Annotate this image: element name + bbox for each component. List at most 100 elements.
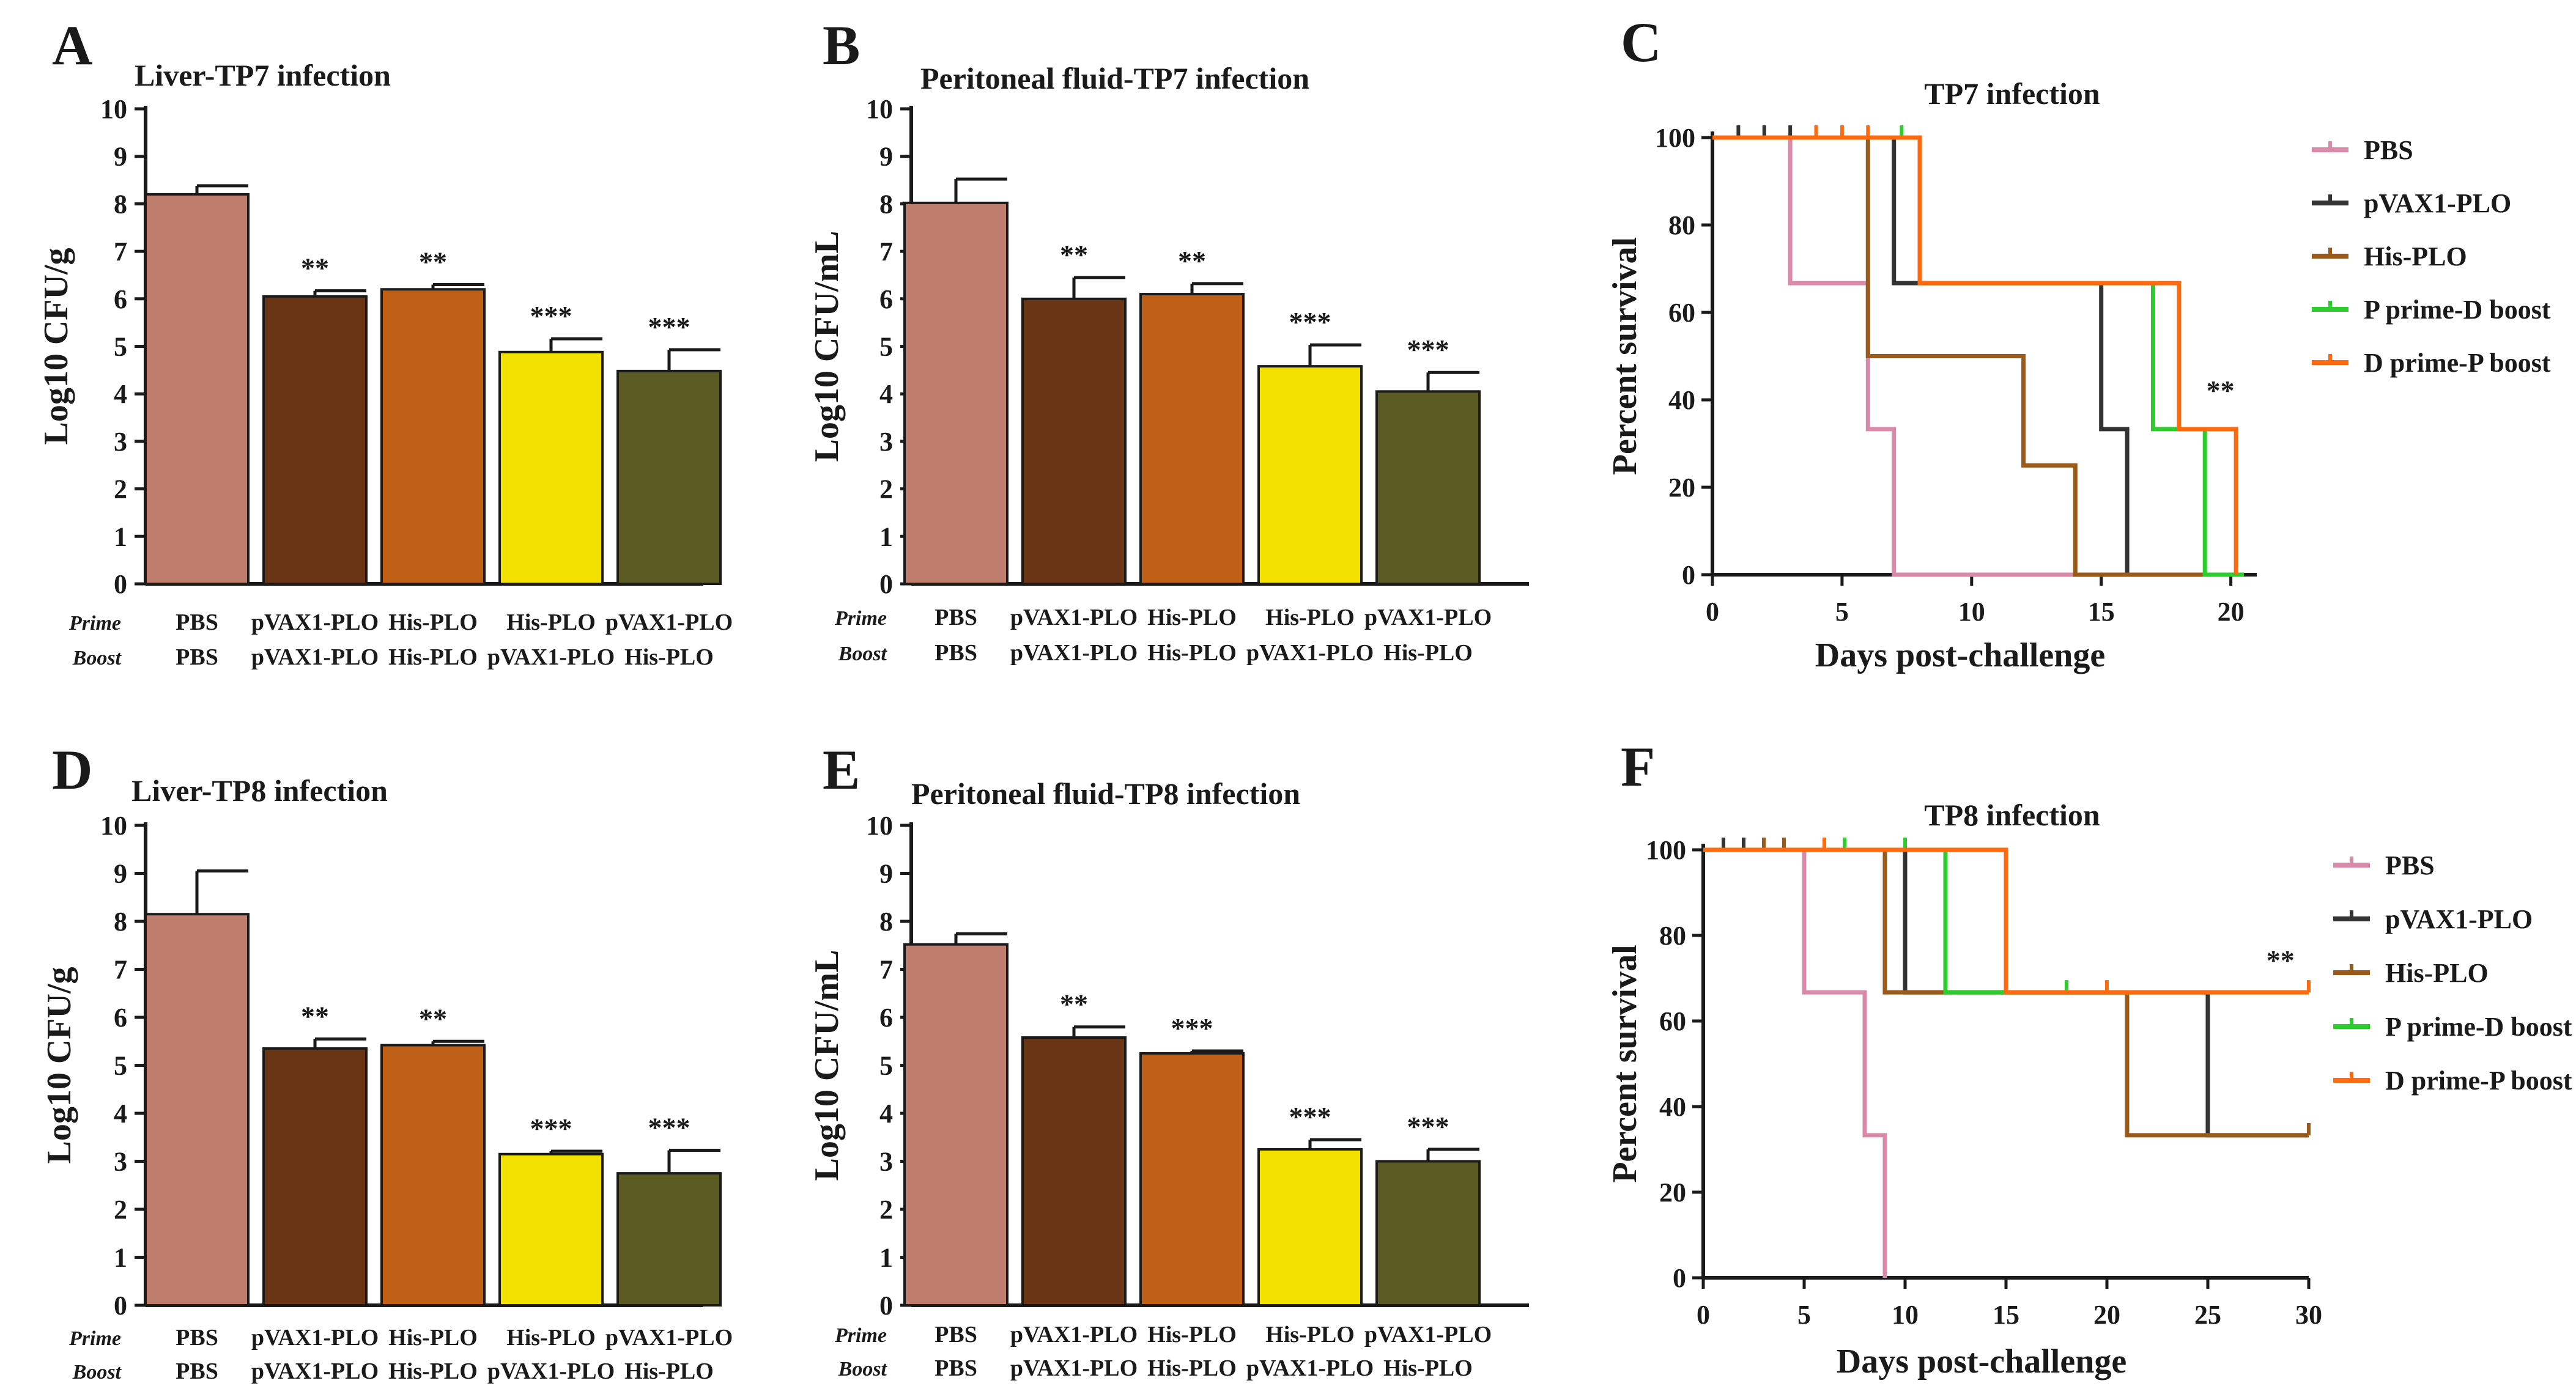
y-tick-label-c-100: 100 (1655, 123, 1695, 153)
significance-d-4: *** (530, 1113, 572, 1144)
bar-b-2 (1021, 297, 1127, 585)
bar-a-1 (144, 193, 250, 585)
x-label-boost-b-2: pVAX1-PLO (1010, 640, 1138, 666)
x-label-boost-d-3: His-PLO (388, 1358, 478, 1384)
chart-title-b: Peritoneal fluid-TP7 infection (920, 61, 1309, 95)
bar-e-5 (1375, 1160, 1481, 1307)
bar-d-3 (380, 1044, 486, 1307)
chart-title-c: TP7 infection (1924, 76, 2100, 111)
y-tick-label-b-8: 8 (879, 189, 893, 219)
y-axis-label-c: Percent survival (1606, 237, 1644, 475)
bar-e-3 (1139, 1052, 1245, 1307)
x-label-prime-a-5: pVAX1-PLO (605, 610, 733, 635)
x-label-prime-b-3: His-PLO (1147, 605, 1237, 630)
x-tick-label-c-20: 20 (2218, 597, 2245, 627)
chart-title-a: Liver-TP7 infection (135, 58, 391, 92)
y-axis-label-b: Log10 CFU/mL (808, 231, 846, 462)
y-tick-label-d-9: 9 (114, 859, 127, 889)
y-tick-label-b-9: 9 (879, 142, 893, 172)
x-label-boost-a-2: pVAX1-PLO (251, 644, 379, 670)
row-label-boost-a: Boost (72, 647, 122, 669)
y-tick-label-b-5: 5 (879, 332, 893, 362)
y-tick-label-a-0: 0 (114, 569, 127, 599)
bar-b-5 (1375, 390, 1481, 585)
x-tick-label-c-5: 5 (1835, 597, 1849, 627)
x-tick-label-f-0: 0 (1697, 1300, 1710, 1330)
significance-e-4: *** (1289, 1101, 1331, 1132)
panel-d-liver-tp8: D Liver-TP8 infection Log10 CFU/g 0 1 2 3 4 5 6 7 8… (40, 739, 733, 1384)
x-label-boost-d-1: PBS (176, 1358, 218, 1384)
panel-letter-f: F (1621, 735, 1655, 798)
significance-a-2: ** (301, 252, 329, 284)
x-label-boost-a-3: His-PLO (388, 644, 478, 670)
x-label-prime-a-2: pVAX1-PLO (251, 610, 379, 635)
panel-f-survival-tp8: F TP8 infection Percent survival Days post-… (1606, 735, 2572, 1380)
x-label-boost-b-5: His-PLO (1383, 640, 1473, 666)
bar-e-1 (903, 943, 1009, 1307)
chart-title-e: Peritoneal fluid-TP8 infection (911, 776, 1300, 811)
x-tick-label-f-10: 10 (1892, 1300, 1919, 1330)
significance-b-3: ** (1178, 245, 1206, 276)
x-label-boost-e-2: pVAX1-PLO (1010, 1355, 1138, 1381)
y-tick-label-b-1: 1 (879, 522, 893, 551)
row-label-boost-e: Boost (838, 1358, 888, 1380)
y-tick-label-e-3: 3 (879, 1147, 893, 1177)
bar-a-4 (498, 350, 604, 585)
y-tick-label-d-10: 10 (100, 811, 127, 841)
y-tick-label-f-60: 60 (1659, 1006, 1686, 1036)
bar-a-2 (262, 295, 368, 585)
legend-label-f-pbs: PBS (2385, 850, 2435, 880)
x-tick-label-c-10: 10 (1958, 597, 1985, 627)
legend-label-f-p-prime-d-boost: P prime-D boost (2385, 1012, 2572, 1042)
significance-f: ** (2267, 945, 2295, 976)
row-label-prime-e: Prime (834, 1324, 887, 1347)
y-tick-label-a-7: 7 (114, 237, 127, 267)
bar-b-1 (903, 201, 1009, 585)
panel-letter-a: A (52, 14, 92, 76)
y-tick-label-e-2: 2 (879, 1195, 893, 1225)
y-tick-label-e-8: 8 (879, 907, 893, 937)
chart-title-d: Liver-TP8 infection (131, 773, 388, 808)
y-tick-label-f-0: 0 (1673, 1263, 1686, 1293)
y-tick-label-e-7: 7 (879, 955, 893, 985)
significance-b-4: *** (1289, 306, 1331, 337)
y-tick-label-d-5: 5 (114, 1051, 127, 1081)
y-tick-label-e-6: 6 (879, 1003, 893, 1033)
x-tick-label-c-15: 15 (2088, 597, 2115, 627)
row-label-boost-d: Boost (72, 1361, 122, 1384)
significance-d-3: ** (419, 1003, 447, 1034)
x-label-prime-d-5: pVAX1-PLO (605, 1325, 733, 1351)
y-tick-label-f-80: 80 (1659, 921, 1686, 951)
row-label-boost-b: Boost (838, 643, 888, 665)
x-label-prime-e-5: pVAX1-PLO (1364, 1322, 1492, 1347)
legend-label-c-d-prime-p-boost: D prime-P boost (2364, 348, 2551, 378)
x-label-boost-e-5: His-PLO (1383, 1355, 1473, 1381)
y-tick-label-f-100: 100 (1646, 835, 1686, 865)
bar-a-5 (616, 369, 722, 585)
y-tick-label-d-8: 8 (114, 907, 127, 937)
y-tick-label-b-0: 0 (879, 569, 893, 599)
x-label-prime-d-4: His-PLO (506, 1325, 596, 1351)
row-label-prime-d: Prime (68, 1327, 121, 1350)
y-axis-label-d: Log10 CFU/g (40, 967, 78, 1164)
panel-letter-d: D (52, 739, 92, 801)
x-label-boost-a-1: PBS (176, 644, 218, 670)
y-tick-label-d-2: 2 (114, 1195, 127, 1225)
y-tick-label-b-4: 4 (879, 379, 893, 409)
y-tick-label-a-10: 10 (100, 94, 127, 124)
y-tick-label-c-40: 40 (1668, 385, 1695, 415)
y-tick-label-a-4: 4 (114, 379, 127, 409)
y-axis-label-e: Log10 CFU/mL (808, 950, 846, 1181)
legend-label-c-his-plo: His-PLO (2364, 241, 2467, 271)
survival-curve-f-d-prime-p-boost (1703, 847, 2309, 995)
y-tick-label-d-7: 7 (114, 955, 127, 985)
legend-label-f-his-plo: His-PLO (2385, 958, 2489, 988)
significance-a-3: ** (419, 246, 447, 277)
survival-curve-c-pvax1-plo (1712, 135, 2244, 577)
legend-label-c-p-prime-d-boost: P prime-D boost (2364, 295, 2551, 325)
legend-label-f-pvax1-plo: pVAX1-PLO (2385, 904, 2533, 934)
y-tick-label-c-60: 60 (1668, 298, 1695, 328)
x-label-prime-d-1: PBS (176, 1325, 218, 1351)
bar-d-5 (616, 1172, 722, 1307)
x-tick-label-f-25: 25 (2194, 1300, 2221, 1330)
